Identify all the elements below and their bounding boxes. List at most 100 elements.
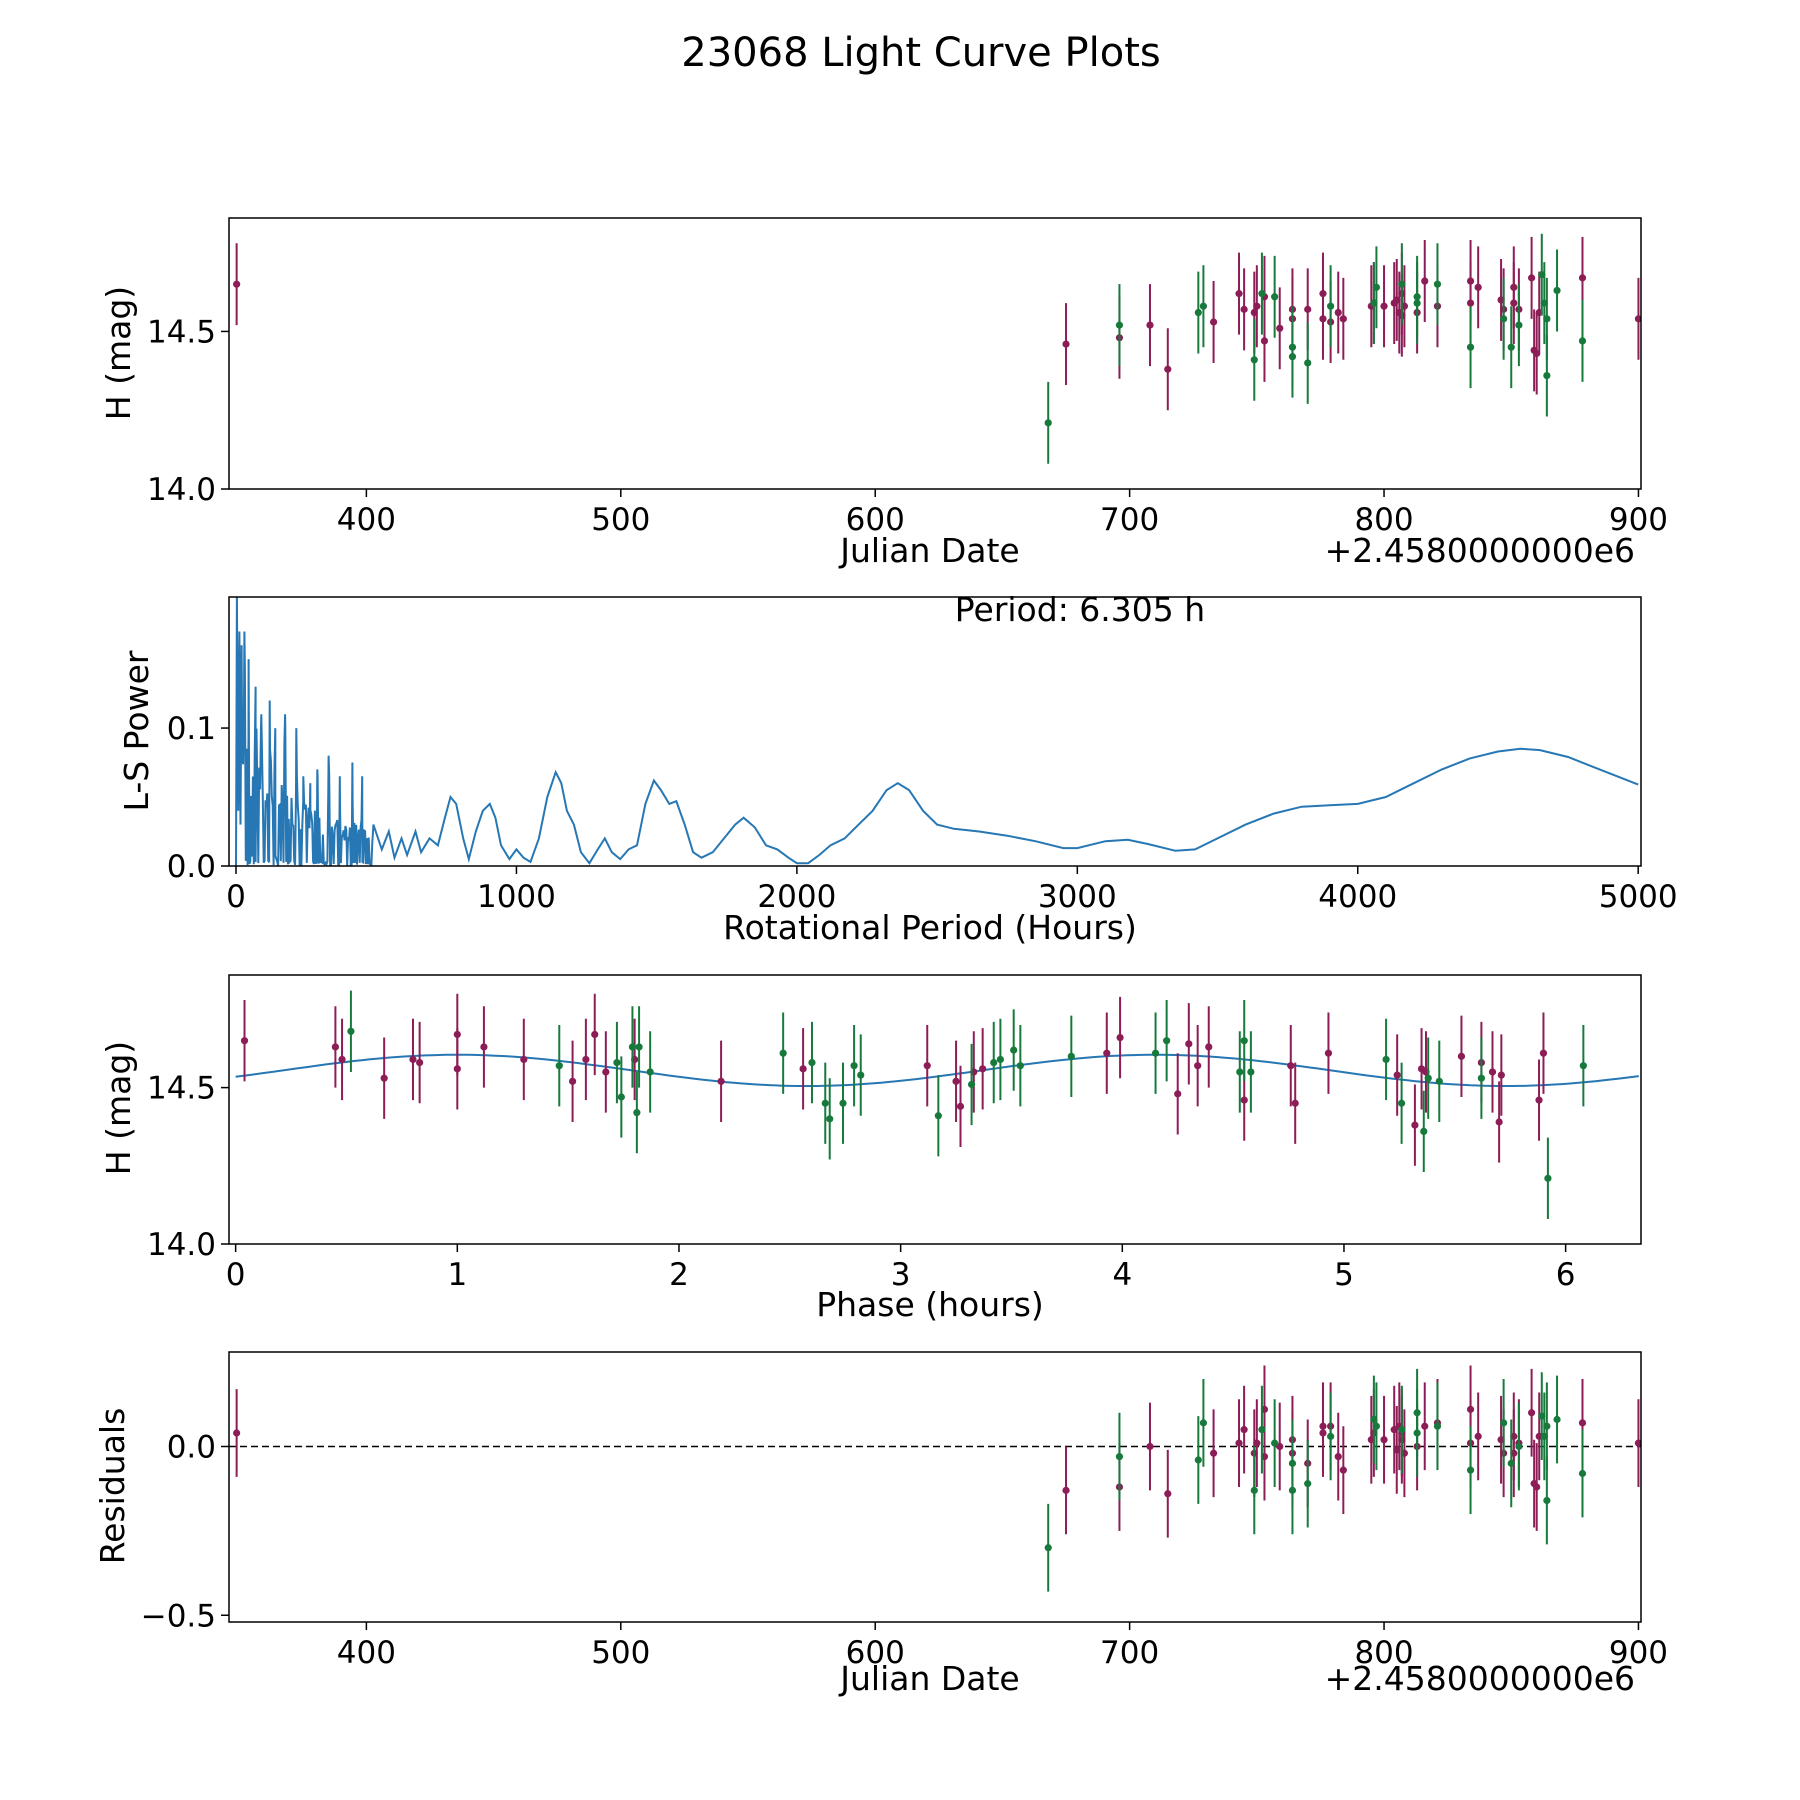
data-point-green bbox=[990, 1058, 998, 1067]
data-point-magenta bbox=[1253, 1439, 1261, 1447]
data-point-magenta bbox=[952, 1077, 960, 1085]
timeseries-ytick-label: 14.5 bbox=[147, 314, 216, 350]
panel-timeseries: H (mag) Julian Date +2.4580000000e6 bbox=[99, 286, 1635, 570]
residuals-plot: 400 500 600 700 800 900 −0.5 0.0 bbox=[141, 1351, 1668, 1671]
data-point-green bbox=[1258, 1426, 1266, 1434]
data-point-green bbox=[857, 1071, 865, 1079]
data-point-magenta bbox=[1497, 1071, 1505, 1079]
residuals-xtick-label: 500 bbox=[591, 1635, 650, 1671]
data-point-magenta bbox=[1339, 315, 1347, 323]
data-point-magenta bbox=[1240, 1426, 1248, 1434]
residuals-marks bbox=[229, 1365, 1641, 1592]
data-point-green bbox=[779, 1049, 787, 1057]
data-point-magenta bbox=[1457, 1052, 1466, 1060]
residuals-xtick-label: 800 bbox=[1354, 1635, 1413, 1671]
data-point-green bbox=[1515, 321, 1523, 329]
data-point-green bbox=[1382, 1055, 1390, 1064]
data-point-green bbox=[1115, 321, 1124, 329]
data-point-green bbox=[1044, 1544, 1052, 1552]
phased-xtick-label: 2 bbox=[669, 1257, 689, 1293]
data-point-magenta bbox=[1334, 308, 1342, 317]
data-point-green bbox=[1288, 353, 1297, 361]
periodogram-xtick-label: 0 bbox=[226, 879, 246, 915]
data-point-green bbox=[1258, 290, 1266, 298]
phased-xtick-label: 4 bbox=[1112, 1257, 1132, 1293]
data-point-magenta bbox=[602, 1068, 610, 1076]
phased-frame bbox=[228, 974, 1642, 1245]
period-annotation: Period: 6.305 h bbox=[955, 590, 1205, 629]
data-point-green bbox=[1543, 315, 1551, 323]
phased-xtick-label: 0 bbox=[226, 1257, 246, 1293]
timeseries-xtick-label: 900 bbox=[1609, 502, 1668, 538]
data-point-magenta bbox=[409, 1055, 417, 1064]
data-point-green bbox=[1250, 356, 1258, 364]
data-point-green bbox=[1435, 1077, 1443, 1085]
data-point-magenta bbox=[1495, 1118, 1503, 1126]
panel-phased: H (mag) Phase (hours) bbox=[99, 1041, 1044, 1324]
data-point-magenta bbox=[1291, 1099, 1299, 1107]
data-point-green bbox=[1199, 302, 1208, 310]
timeseries-marks bbox=[233, 233, 1641, 464]
data-point-green bbox=[555, 1062, 563, 1070]
data-point-green bbox=[613, 1058, 621, 1067]
data-point-green bbox=[850, 1062, 858, 1070]
data-point-green bbox=[1507, 343, 1515, 351]
figure-title: 23068 Light Curve Plots bbox=[681, 30, 1160, 76]
residuals-xtick-label: 700 bbox=[1100, 1635, 1159, 1671]
data-point-green bbox=[1553, 286, 1561, 295]
data-point-magenta bbox=[233, 280, 241, 288]
data-point-magenta bbox=[923, 1062, 931, 1070]
residuals-xtick-label: 600 bbox=[846, 1635, 905, 1671]
data-point-magenta bbox=[338, 1055, 346, 1064]
data-point-green bbox=[1288, 1486, 1297, 1494]
panel-periodogram-ylabel: L-S Power bbox=[117, 650, 156, 811]
data-point-green bbox=[1579, 1062, 1587, 1070]
data-point-magenta bbox=[480, 1043, 488, 1051]
periodogram-plot: 0 1000 2000 3000 4000 5000 0.0 0.1 bbox=[167, 596, 1678, 915]
data-point-magenta bbox=[1535, 1096, 1543, 1104]
data-point-green bbox=[1372, 283, 1381, 291]
data-point-magenta bbox=[331, 1043, 339, 1051]
data-point-green bbox=[1398, 1426, 1406, 1434]
timeseries-frame bbox=[228, 217, 1642, 490]
data-point-magenta bbox=[1146, 321, 1154, 329]
data-point-green bbox=[646, 1068, 654, 1076]
data-point-green bbox=[1433, 280, 1442, 288]
periodogram-ytick-label: 0.0 bbox=[167, 849, 216, 885]
phased-ytick-label: 14.0 bbox=[147, 1227, 216, 1263]
data-point-green bbox=[1413, 1429, 1421, 1437]
data-point-magenta bbox=[1334, 1453, 1342, 1461]
data-point-magenta bbox=[1421, 1422, 1429, 1430]
data-point-green bbox=[1271, 293, 1279, 301]
data-point-magenta bbox=[799, 1065, 807, 1073]
timeseries-xtick-label: 500 bbox=[591, 502, 650, 538]
data-point-magenta bbox=[1304, 305, 1312, 313]
data-point-magenta bbox=[979, 1065, 987, 1073]
data-point-green bbox=[1194, 1456, 1202, 1464]
phased-ytick-label: 14.5 bbox=[147, 1071, 216, 1107]
data-point-magenta bbox=[1116, 1033, 1124, 1042]
data-point-green bbox=[1500, 315, 1508, 323]
periodogram-noise-line bbox=[235, 597, 375, 866]
data-point-magenta bbox=[1466, 299, 1475, 307]
panel-residuals-ylabel: Residuals bbox=[93, 1408, 132, 1565]
data-point-magenta bbox=[1146, 1442, 1154, 1451]
data-point-green bbox=[1544, 1174, 1552, 1182]
panel-phased-ylabel: H (mag) bbox=[99, 1041, 138, 1175]
data-point-green bbox=[635, 1043, 643, 1051]
data-point-green bbox=[1477, 1074, 1486, 1082]
timeseries-plot: 400 500 600 700 800 900 14.0 14.5 bbox=[147, 217, 1668, 538]
data-point-magenta bbox=[1393, 1071, 1401, 1079]
panel-residuals: Residuals Julian Date +2.4580000000e6 bbox=[93, 1408, 1635, 1698]
panel-timeseries-xlabel: Julian Date bbox=[838, 531, 1020, 570]
residuals-ytick-label: −0.5 bbox=[141, 1598, 216, 1634]
data-point-magenta bbox=[1062, 340, 1070, 348]
data-point-magenta bbox=[1474, 283, 1482, 291]
data-point-green bbox=[1194, 308, 1202, 317]
phased-xtick-label: 6 bbox=[1556, 1257, 1576, 1293]
panel-timeseries-ylabel: H (mag) bbox=[99, 286, 138, 420]
data-point-magenta bbox=[1380, 302, 1388, 310]
data-point-green bbox=[1115, 1453, 1124, 1461]
data-point-magenta bbox=[1528, 274, 1536, 282]
data-point-magenta bbox=[1194, 1062, 1202, 1070]
